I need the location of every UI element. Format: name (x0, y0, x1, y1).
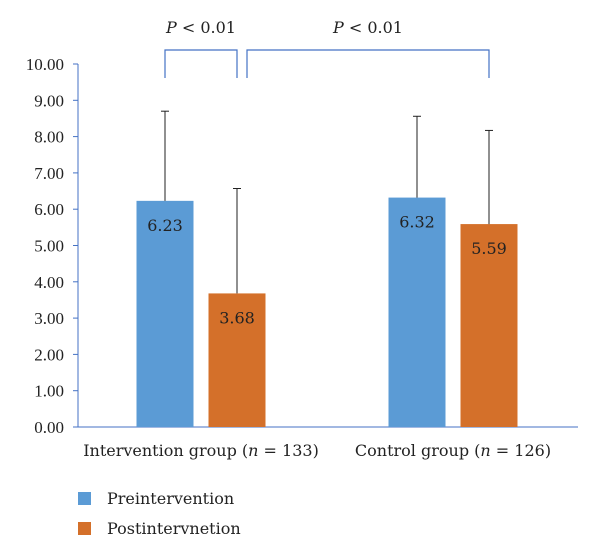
significance-label: P < 0.01 (332, 18, 403, 37)
y-tick-label: 4.00 (34, 273, 64, 292)
legend-item-postintervention: Postintervnetion (78, 513, 241, 543)
y-tick-label: 5.00 (34, 237, 64, 256)
y-tick-label: 10.00 (26, 55, 64, 74)
legend-swatch-postintervention (78, 521, 91, 535)
y-tick-label: 8.00 (34, 128, 64, 147)
data-label: 3.68 (219, 308, 255, 327)
data-label: 5.59 (471, 239, 507, 258)
data-label: 6.23 (147, 216, 183, 235)
legend-item-preintervention: Preintervention (78, 483, 241, 513)
bar (460, 224, 518, 427)
y-tick-label: 6.00 (34, 200, 64, 219)
bar (388, 197, 446, 427)
significance-label: P < 0.01 (165, 18, 236, 37)
legend-swatch-preintervention (78, 491, 91, 505)
x-category-label: Control group (n = 126) (355, 441, 551, 460)
significance-bracket (164, 49, 238, 78)
bar (208, 293, 266, 427)
data-label: 6.32 (399, 213, 435, 232)
legend: Preintervention Postintervnetion (78, 483, 241, 543)
bar (136, 200, 194, 427)
x-category-label: Intervention group (n = 133) (83, 441, 319, 460)
y-tick-label: 0.00 (34, 418, 64, 437)
y-tick-label: 2.00 (34, 345, 64, 364)
bar-chart: 0.00 1.00 2.00 3.00 4.00 5.00 6.00 7.00 8.00 9.00… (26, 18, 578, 460)
y-tick-label: 3.00 (34, 309, 64, 328)
legend-label: Postintervnetion (107, 518, 241, 538)
y-tick-label: 7.00 (34, 164, 64, 183)
y-tick-label: 9.00 (34, 91, 64, 110)
significance-bracket (246, 49, 490, 78)
y-tick-label: 1.00 (34, 382, 64, 401)
legend-label: Preintervention (107, 488, 235, 508)
